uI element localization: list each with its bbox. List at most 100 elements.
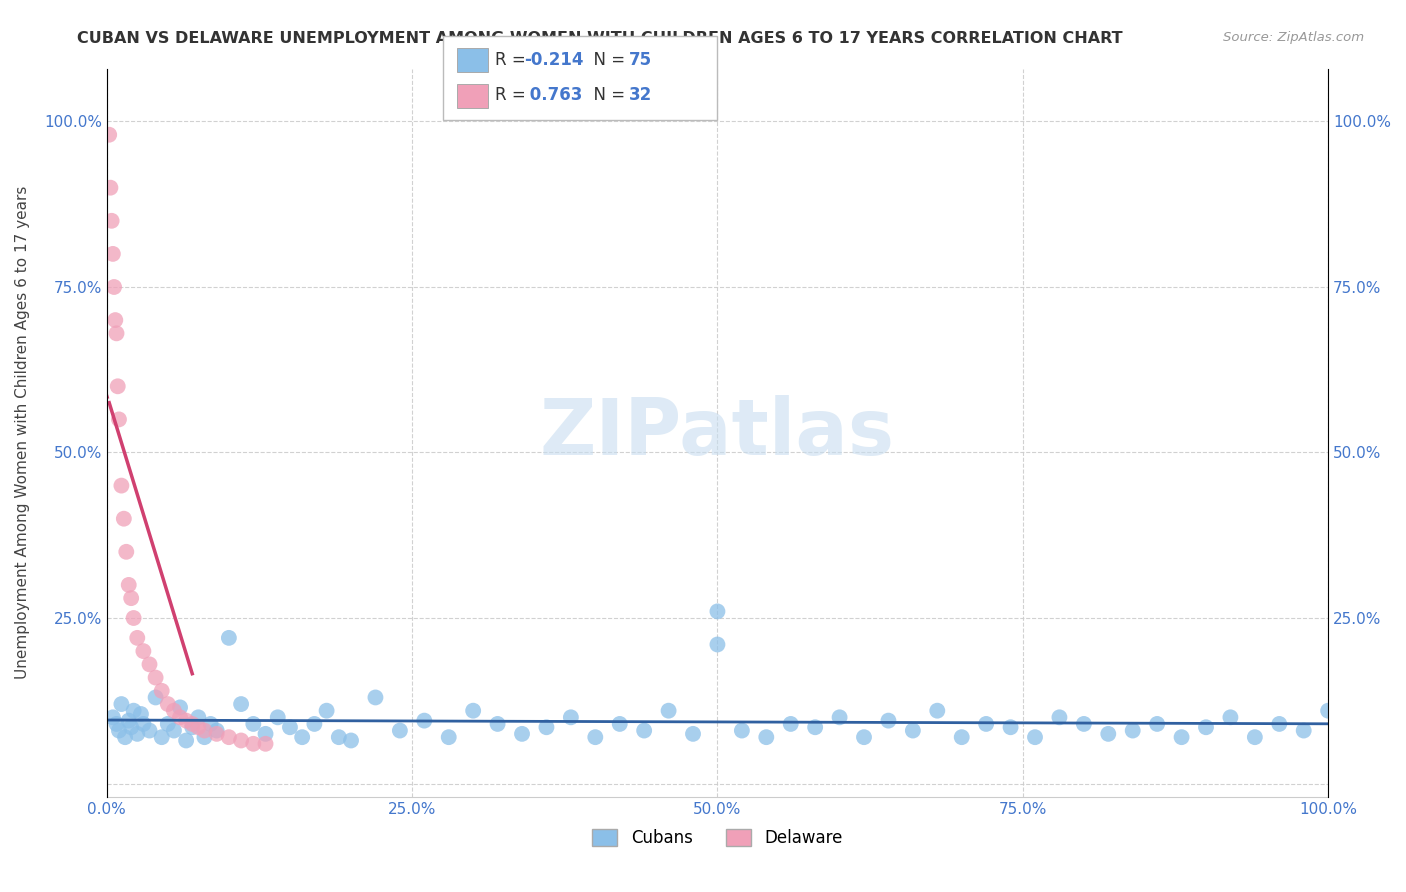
Point: [242, 717, 264, 731]
Text: R =: R =: [495, 87, 531, 104]
Text: 32: 32: [628, 87, 652, 104]
Point: [169, 700, 191, 714]
Text: Source: ZipAtlas.com: Source: ZipAtlas.com: [1223, 31, 1364, 45]
Point: [278, 720, 301, 734]
Point: [114, 730, 136, 744]
Point: [205, 723, 228, 738]
Text: -0.214: -0.214: [524, 51, 583, 69]
Point: [127, 727, 149, 741]
Point: [1170, 730, 1192, 744]
Legend: Cubans, Delaware: Cubans, Delaware: [586, 822, 849, 854]
Point: [132, 644, 155, 658]
Point: [150, 730, 173, 744]
Point: [1073, 717, 1095, 731]
Point: [100, 180, 122, 194]
Point: [1317, 704, 1340, 718]
Point: [138, 657, 160, 672]
Point: [437, 730, 460, 744]
Point: [583, 730, 606, 744]
Text: N =: N =: [583, 87, 631, 104]
Point: [145, 671, 167, 685]
Y-axis label: Unemployment Among Women with Children Ages 6 to 17 years: Unemployment Among Women with Children A…: [15, 186, 30, 680]
Point: [267, 710, 290, 724]
Point: [974, 717, 997, 731]
Point: [682, 727, 704, 741]
Point: [291, 730, 314, 744]
Point: [169, 710, 191, 724]
Point: [108, 723, 131, 738]
Point: [486, 717, 509, 731]
Point: [388, 723, 411, 738]
Point: [1000, 720, 1022, 734]
Point: [536, 720, 558, 734]
Point: [156, 717, 179, 731]
Point: [658, 704, 681, 718]
Point: [193, 730, 215, 744]
Point: [110, 478, 132, 492]
Point: [108, 412, 131, 426]
Point: [187, 720, 209, 734]
Point: [315, 704, 337, 718]
Point: [156, 697, 179, 711]
Point: [328, 730, 350, 744]
Point: [105, 717, 128, 731]
Point: [132, 717, 155, 731]
Point: [1268, 717, 1291, 731]
Point: [118, 578, 141, 592]
Point: [122, 704, 145, 718]
Point: [100, 214, 122, 228]
Text: N =: N =: [583, 51, 631, 69]
Point: [254, 737, 277, 751]
Point: [200, 717, 222, 731]
Point: [1244, 730, 1267, 744]
Point: [105, 326, 128, 341]
Point: [229, 733, 252, 747]
Point: [1097, 727, 1119, 741]
Point: [340, 733, 363, 747]
Point: [706, 604, 728, 618]
Point: [828, 710, 851, 724]
Point: [163, 723, 186, 738]
Point: [413, 714, 436, 728]
Point: [609, 717, 631, 731]
Point: [120, 720, 142, 734]
Point: [463, 704, 485, 718]
Point: [101, 710, 124, 724]
Point: [510, 727, 533, 741]
Point: [731, 723, 754, 738]
Point: [181, 717, 204, 731]
Point: [120, 591, 142, 606]
Point: [1122, 723, 1144, 738]
Point: [112, 512, 135, 526]
Point: [218, 730, 240, 744]
Point: [706, 638, 728, 652]
Point: [1146, 717, 1168, 731]
Point: [804, 720, 827, 734]
Point: [560, 710, 582, 724]
Point: [950, 730, 973, 744]
Point: [145, 690, 167, 705]
Point: [364, 690, 387, 705]
Point: [1195, 720, 1218, 734]
Point: [218, 631, 240, 645]
Point: [927, 704, 949, 718]
Point: [101, 247, 124, 261]
Point: [129, 706, 152, 721]
Point: [181, 720, 204, 734]
Point: [242, 737, 264, 751]
Point: [1292, 723, 1315, 738]
Text: ZIPatlas: ZIPatlas: [540, 394, 896, 471]
Point: [755, 730, 778, 744]
Text: 75: 75: [628, 51, 651, 69]
Point: [853, 730, 876, 744]
Text: 0.763: 0.763: [524, 87, 583, 104]
Text: CUBAN VS DELAWARE UNEMPLOYMENT AMONG WOMEN WITH CHILDREN AGES 6 TO 17 YEARS CORR: CUBAN VS DELAWARE UNEMPLOYMENT AMONG WOM…: [77, 31, 1123, 46]
Point: [1049, 710, 1071, 724]
Point: [138, 723, 160, 738]
Point: [779, 717, 801, 731]
Point: [122, 611, 145, 625]
Point: [304, 717, 326, 731]
Point: [127, 631, 149, 645]
Point: [104, 313, 127, 327]
Point: [110, 697, 132, 711]
